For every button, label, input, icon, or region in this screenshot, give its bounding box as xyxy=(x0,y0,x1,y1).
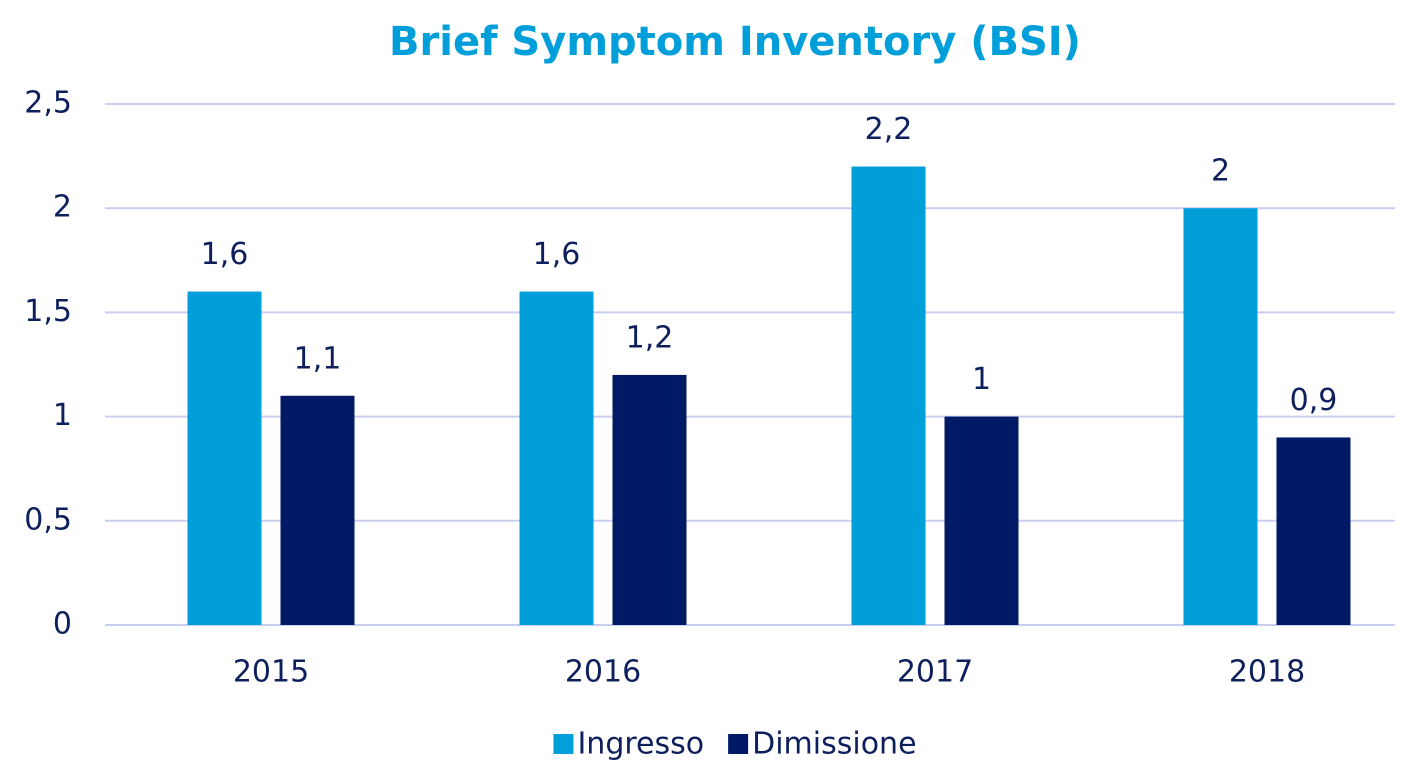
value-label: 1,6 xyxy=(201,237,249,272)
value-label: 2,2 xyxy=(865,112,913,147)
y-tick-label: 2,5 xyxy=(24,86,72,121)
y-tick-label: 1,5 xyxy=(24,294,72,329)
x-tick-label: 2015 xyxy=(233,655,309,690)
bar xyxy=(851,166,926,625)
legend-label: Ingresso xyxy=(577,727,704,762)
value-label: 1,6 xyxy=(533,237,581,272)
bar xyxy=(519,291,594,625)
bar xyxy=(612,374,687,625)
x-tick-label: 2016 xyxy=(565,655,641,690)
value-label: 1,2 xyxy=(626,320,674,355)
bar xyxy=(280,395,355,625)
value-label: 1 xyxy=(972,362,991,397)
bar xyxy=(1183,208,1258,625)
legend-swatch xyxy=(728,734,749,754)
y-tick-label: 0 xyxy=(53,607,72,642)
y-tick-label: 0,5 xyxy=(24,502,72,537)
x-tick-label: 2017 xyxy=(897,655,973,690)
legend-swatch xyxy=(553,734,574,754)
legend-label: Dimissione xyxy=(752,727,916,762)
y-tick-label: 1 xyxy=(53,398,72,433)
value-label: 2 xyxy=(1211,154,1230,189)
x-tick-label: 2018 xyxy=(1229,655,1305,690)
value-label: 1,1 xyxy=(294,341,342,376)
bar xyxy=(1276,437,1351,625)
value-label: 0,9 xyxy=(1290,383,1338,418)
chart-title: Brief Symptom Inventory (BSI) xyxy=(389,19,1081,65)
bar xyxy=(944,416,1019,625)
y-tick-label: 2 xyxy=(53,190,72,225)
bar xyxy=(187,291,262,625)
